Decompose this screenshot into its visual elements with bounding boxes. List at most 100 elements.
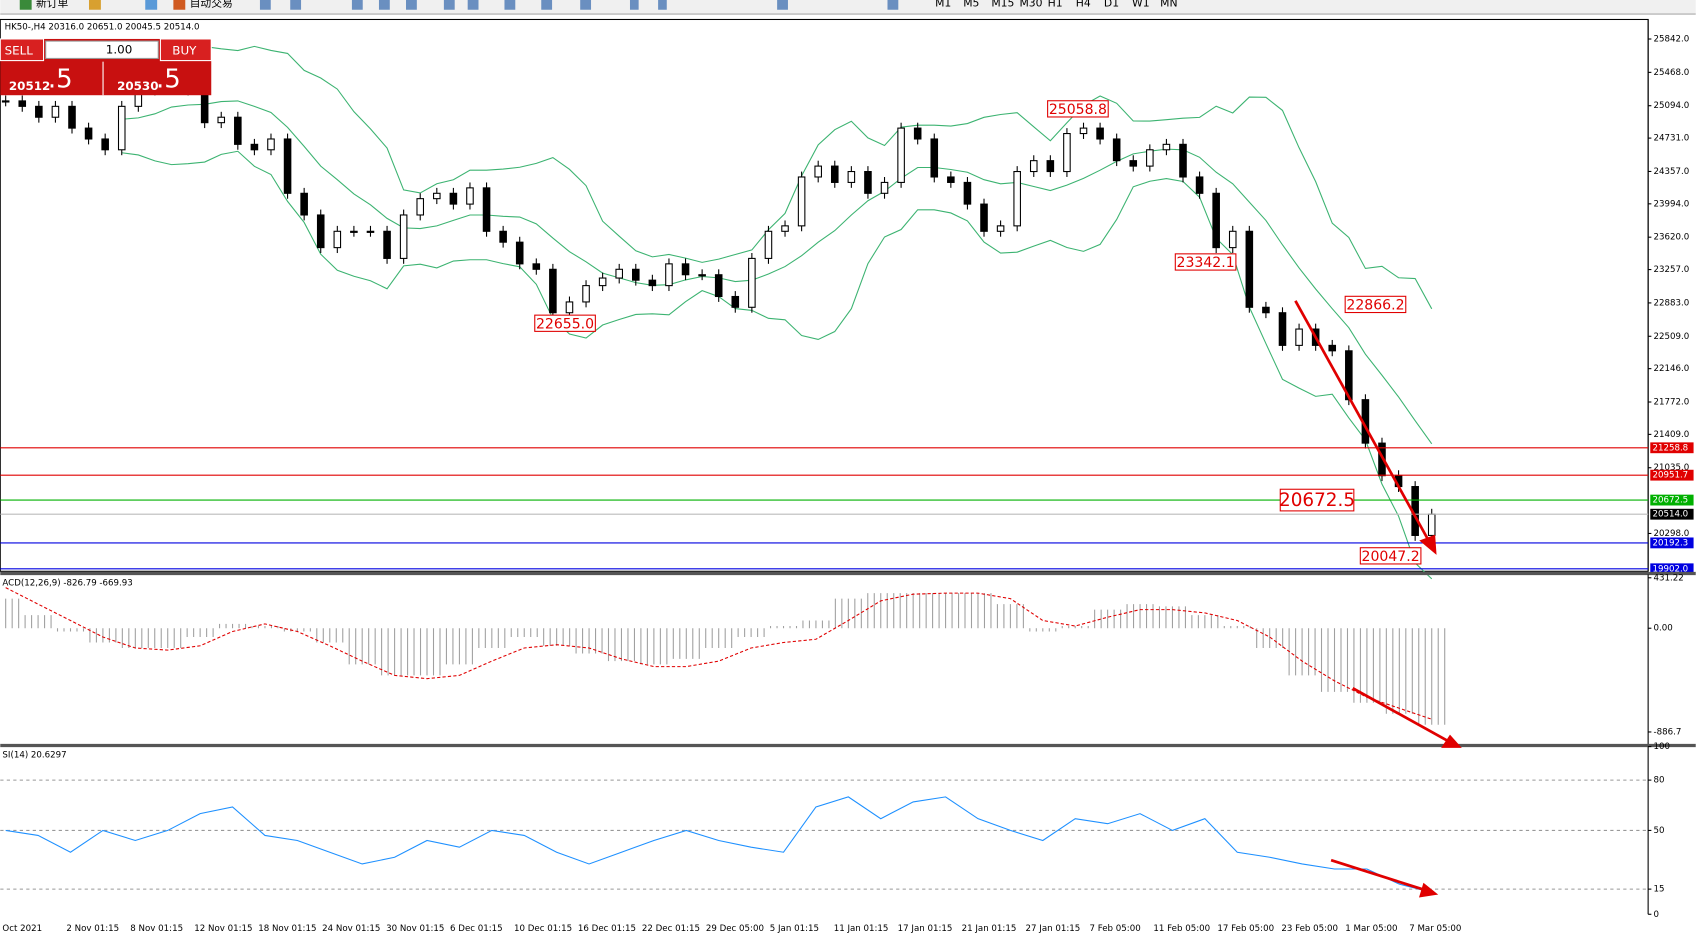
candle <box>864 171 872 194</box>
y-tick-label: 21035.0 <box>1654 463 1690 473</box>
drawn-arrows <box>1294 300 1462 898</box>
toolbar: 新订单 自动交易 M1 M5 M15 M30 H1 H4 D1 W1 MN <box>0 0 1696 15</box>
candle <box>1195 176 1204 194</box>
y-tick-label: 25468.0 <box>1654 68 1690 78</box>
candle <box>598 277 607 287</box>
candle <box>781 225 789 232</box>
timeframe-button[interactable]: D1 <box>1104 0 1119 9</box>
candle <box>731 295 740 308</box>
icon <box>88 0 101 10</box>
candle <box>267 138 275 151</box>
candle <box>1112 138 1121 162</box>
y-tick-label: 23620.0 <box>1654 233 1690 243</box>
trade-panel: SELL 1.00 BUY 20512 .5 20530 .5 <box>0 38 212 96</box>
auto-trading-button[interactable]: 自动交易 <box>190 0 233 9</box>
annotation-box <box>1279 488 1355 512</box>
y-tick-label: 15 <box>1654 885 1665 895</box>
new-order-button[interactable]: 新订单 <box>36 0 69 9</box>
candle <box>217 116 226 124</box>
candle <box>333 230 342 249</box>
timeframe-button[interactable]: M1 <box>935 0 951 9</box>
toolbar-bg <box>0 0 1696 15</box>
candle <box>797 176 806 227</box>
candle <box>283 138 292 194</box>
candle <box>880 181 889 194</box>
y-tick-label: 23994.0 <box>1654 199 1690 209</box>
x-tick-label: 17 Feb 05:00 <box>1217 924 1274 934</box>
candle <box>648 279 657 287</box>
buy-button[interactable] <box>159 38 212 62</box>
candle <box>963 181 972 205</box>
candle <box>930 138 939 178</box>
x-tick-label: 29 Dec 05:00 <box>706 924 764 934</box>
x-tick-label: 10 Dec 01:15 <box>514 924 572 934</box>
annotation-label: 20047.2 <box>1362 549 1420 565</box>
candle <box>1228 230 1237 249</box>
timeframe-button[interactable]: H4 <box>1076 0 1091 9</box>
tool-icons <box>259 0 899 10</box>
annotation-box <box>534 314 596 332</box>
candle <box>632 268 640 281</box>
candle <box>117 105 126 151</box>
x-tick-label: 1 Mar 05:00 <box>1345 924 1397 934</box>
x-tick-label: 8 Nov 01:15 <box>130 924 183 934</box>
candle <box>764 230 773 259</box>
indicator-label: ACD(12,26,9) -826.79 -669.93 <box>2 579 132 589</box>
timeframe-button[interactable]: M30 <box>1019 0 1042 9</box>
candle <box>996 225 1005 232</box>
level-tag <box>1650 508 1694 520</box>
bid-fraction: .5 <box>48 65 73 95</box>
candle <box>101 138 109 151</box>
x-tick-label: 11 Feb 05:00 <box>1153 924 1210 934</box>
timeframe-button[interactable]: H1 <box>1048 0 1063 9</box>
y-tick-label: -886.7 <box>1654 727 1682 737</box>
level-tag <box>1650 537 1694 549</box>
candle <box>1063 133 1071 173</box>
candle <box>366 230 375 233</box>
bollinger-band <box>121 45 1433 310</box>
lot-value: 1.00 <box>106 42 132 56</box>
y-tick-label: 0 <box>1654 910 1660 920</box>
timeframe-button[interactable]: M15 <box>991 0 1014 9</box>
candle <box>399 214 408 259</box>
candle <box>814 165 822 178</box>
x-tick-label: 27 Jan 01:15 <box>1026 924 1081 934</box>
y-tick-label: 100 <box>1654 742 1671 752</box>
x-tick-label: 6 Dec 01:15 <box>450 924 503 934</box>
candle <box>383 230 391 259</box>
candle <box>416 198 425 216</box>
candle <box>847 171 856 183</box>
candle <box>1029 160 1038 173</box>
sell-button[interactable] <box>0 38 45 62</box>
timeframe-button[interactable]: MN <box>1160 0 1177 9</box>
x-tick-label: 12 Nov 01:15 <box>194 924 252 934</box>
y-tick-label: 21409.0 <box>1654 430 1690 440</box>
icon <box>173 0 186 10</box>
y-tick-label: 25094.0 <box>1654 101 1690 111</box>
y-tick-label: 23257.0 <box>1654 265 1690 275</box>
candle <box>549 268 557 314</box>
y-tick-label: 0.00 <box>1654 624 1673 634</box>
timeframe-button[interactable]: M5 <box>963 0 979 9</box>
y-tick-label: 24731.0 <box>1654 134 1690 144</box>
candle <box>449 192 458 205</box>
candle <box>300 192 308 216</box>
lot-input[interactable] <box>45 40 159 59</box>
bid-price: 20512 <box>9 79 50 93</box>
candle <box>1212 192 1220 249</box>
y-tick-label: 22509.0 <box>1654 332 1690 342</box>
candle <box>1162 143 1171 151</box>
level-label: 21258.8 <box>1652 443 1688 453</box>
annotation-box <box>1174 253 1237 271</box>
candle <box>665 263 673 287</box>
x-tick-label: Oct 2021 <box>2 924 42 934</box>
ask-price: 20530 <box>117 79 158 93</box>
timeframe-button[interactable]: W1 <box>1132 0 1150 9</box>
candle <box>18 100 27 107</box>
y-tick-label: 25842.0 <box>1654 35 1690 45</box>
indicator-label: SI(14) 20.6297 <box>2 751 66 761</box>
x-tick-label: 16 Dec 01:15 <box>578 924 636 934</box>
candle <box>1179 143 1187 178</box>
candle <box>714 274 723 298</box>
